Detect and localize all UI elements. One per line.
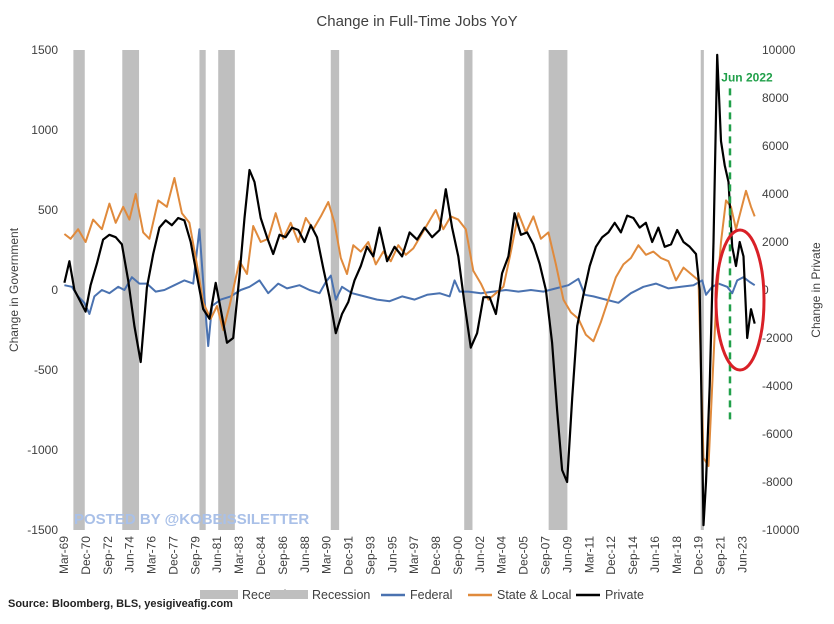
x-tick-25: Dec-12 xyxy=(604,536,618,575)
watermark: POSTED BY @KOBEISSILETTER xyxy=(74,511,309,528)
source-note: Source: Bloomberg, BLS, yesigiveafig.com xyxy=(8,598,233,610)
right-tick-4: 2000 xyxy=(762,235,789,249)
recession-band-6 xyxy=(548,50,568,530)
left-axis-ticks: 1500 1000 500 0 -500 -1000 -1500 xyxy=(27,43,58,537)
x-tick-4: Mar-76 xyxy=(145,536,159,574)
legend-label-state-local: State & Local xyxy=(497,588,571,602)
x-tick-29: Dec-19 xyxy=(692,536,706,575)
right-tick-7: -4000 xyxy=(762,379,793,393)
recession-bands xyxy=(73,50,704,530)
left-tick-1: 1000 xyxy=(31,123,58,137)
highlight-circle xyxy=(714,228,766,372)
x-tick-9: Dec-84 xyxy=(254,536,268,575)
x-tick-20: Mar-04 xyxy=(495,536,509,574)
legend-label-recession-2: Recession xyxy=(312,588,370,602)
x-tick-19: Jun-02 xyxy=(473,536,487,573)
left-tick-5: -1000 xyxy=(27,443,58,457)
right-tick-8: -6000 xyxy=(762,427,793,441)
x-tick-30: Sep-21 xyxy=(714,536,728,575)
series-line-private xyxy=(63,53,756,527)
recession-band-0 xyxy=(73,50,85,530)
x-tick-11: Jun-88 xyxy=(298,536,312,573)
x-tick-10: Sep-86 xyxy=(276,536,290,575)
legend-swatch-recession-2 xyxy=(270,590,308,599)
x-tick-26: Sep-14 xyxy=(626,536,640,575)
x-tick-17: Dec-98 xyxy=(429,536,443,575)
left-tick-6: -1500 xyxy=(27,523,58,537)
x-tick-1: Dec-70 xyxy=(79,536,93,575)
x-tick-6: Sep-79 xyxy=(188,536,202,575)
x-tick-12: Mar-90 xyxy=(320,536,334,574)
chart-title: Change in Full-Time Jobs YoY xyxy=(316,13,517,30)
right-axis-ticks: 10000 8000 6000 4000 2000 0 -2000 -4000 -6000 -80… xyxy=(762,43,800,537)
x-tick-18: Sep-00 xyxy=(451,536,465,575)
x-tick-24: Mar-11 xyxy=(582,536,596,573)
x-tick-22: Sep-07 xyxy=(539,536,553,575)
legend: Recession Recession Federal State & Loca… xyxy=(200,588,644,602)
x-tick-28: Mar-18 xyxy=(670,536,684,574)
right-tick-2: 6000 xyxy=(762,139,789,153)
right-tick-9: -8000 xyxy=(762,475,793,489)
right-axis-title: Change in Private xyxy=(809,242,823,338)
right-tick-5: 0 xyxy=(762,283,769,297)
legend-label-private: Private xyxy=(605,588,644,602)
series-lines xyxy=(63,53,756,527)
x-tick-31: Jun-23 xyxy=(735,536,749,573)
jun-2022-annotation: Jun 2022 xyxy=(714,70,773,420)
x-tick-23: Jun-09 xyxy=(560,536,574,573)
right-tick-1: 8000 xyxy=(762,91,789,105)
right-tick-6: -2000 xyxy=(762,331,793,345)
legend-label-federal: Federal xyxy=(410,588,452,602)
left-tick-2: 500 xyxy=(38,203,58,217)
x-tick-14: Sep-93 xyxy=(363,536,377,575)
recession-band-1 xyxy=(122,50,140,530)
left-tick-4: -500 xyxy=(34,363,58,377)
x-tick-3: Jun-74 xyxy=(123,536,137,573)
legend-swatch-recession-1 xyxy=(200,590,238,599)
recession-band-4 xyxy=(330,50,340,530)
x-tick-0: Mar-69 xyxy=(57,536,71,574)
x-tick-15: Jun-95 xyxy=(385,536,399,573)
x-tick-2: Sep-72 xyxy=(101,536,115,575)
recession-band-7 xyxy=(700,50,704,530)
x-tick-8: Mar-83 xyxy=(232,536,246,574)
x-tick-16: Mar-97 xyxy=(407,536,421,574)
x-tick-27: Jun-16 xyxy=(648,536,662,573)
x-tick-13: Dec-91 xyxy=(342,536,356,575)
series-line-federal xyxy=(64,228,756,347)
recession-band-3 xyxy=(218,50,235,530)
recession-band-5 xyxy=(464,50,473,530)
x-axis-ticks: Mar-69 Dec-70 Sep-72 Jun-74 Mar-76 Dec-77 Sep-… xyxy=(57,536,749,575)
right-tick-3: 4000 xyxy=(762,187,789,201)
x-tick-7: Jun-81 xyxy=(210,536,224,573)
right-tick-0: 10000 xyxy=(762,43,796,57)
jun-2022-label: Jun 2022 xyxy=(721,70,773,84)
left-axis-title: Change in Government xyxy=(7,227,21,352)
x-tick-5: Dec-77 xyxy=(166,536,180,575)
right-tick-10: -10000 xyxy=(762,523,800,537)
recession-band-2 xyxy=(199,50,206,530)
x-tick-21: Dec-05 xyxy=(517,536,531,575)
left-tick-0: 1500 xyxy=(31,43,58,57)
left-tick-3: 0 xyxy=(51,283,58,297)
